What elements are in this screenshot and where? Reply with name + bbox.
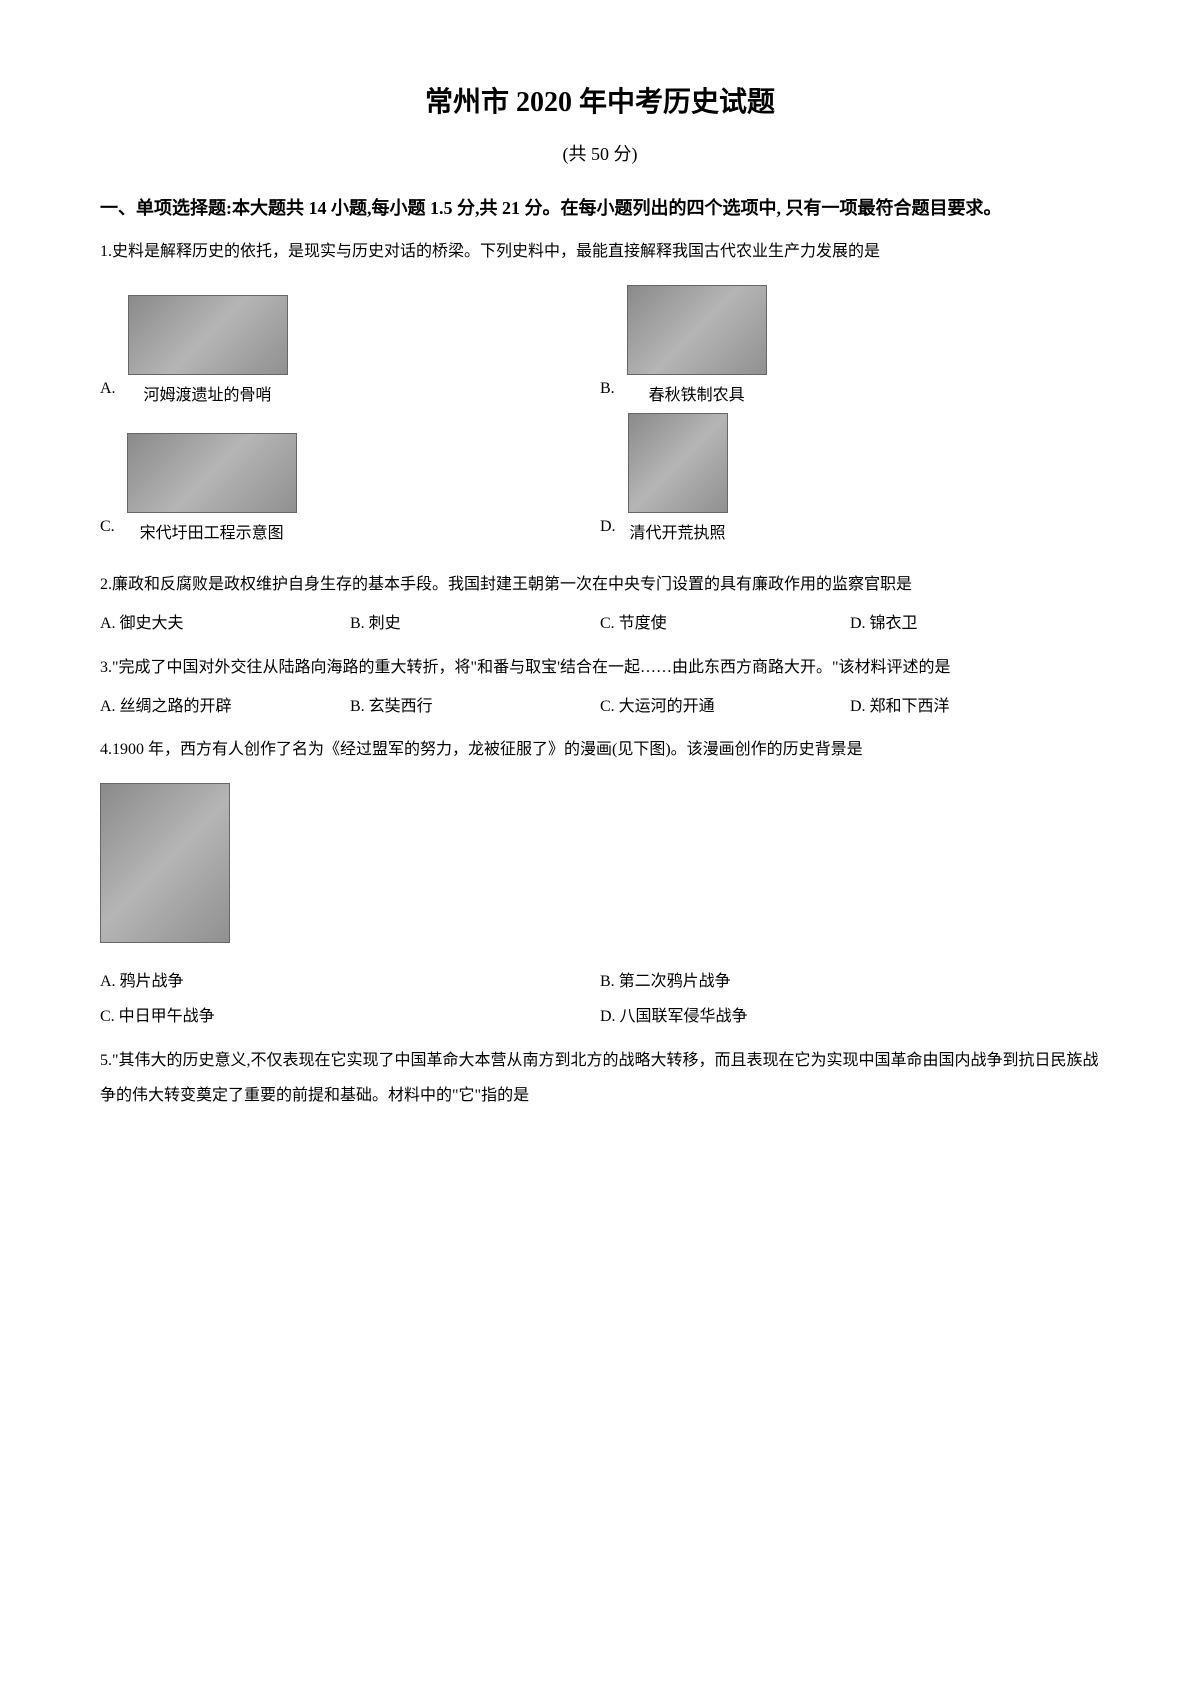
q1-stem: 1.史料是解释历史的依托，是现实与历史对话的桥梁。下列史料中，最能直接解释我国古… bbox=[100, 234, 1100, 269]
q4-option-b: B. 第二次鸦片战争 bbox=[600, 964, 1100, 999]
q1-options: A. 河姆渡遗址的骨哨 B. 春秋铁制农具 C. 宋代圩田工程示意图 D. 清代… bbox=[100, 285, 1100, 551]
q1-b-letter: B. bbox=[600, 373, 615, 405]
q1-d-image bbox=[628, 413, 728, 513]
q4-figure bbox=[100, 783, 1100, 948]
q1-a-figure: 河姆渡遗址的骨哨 bbox=[128, 295, 288, 405]
q2-stem: 2.廉政和反腐败是政权维护自身生存的基本手段。我国封建王朝第一次在中央专门设置的… bbox=[100, 567, 1100, 602]
q1-b-image bbox=[627, 285, 767, 375]
q1-a-image bbox=[128, 295, 288, 375]
q4-stem: 4.1900 年，西方有人创作了名为《经过盟军的努力，龙被征服了》的漫画(见下图… bbox=[100, 732, 1100, 767]
q3-option-c: C. 大运河的开通 bbox=[600, 689, 850, 724]
q2-c-text: C. 节度使 bbox=[600, 606, 667, 641]
q2-d-text: D. 锦衣卫 bbox=[850, 606, 918, 641]
q1-c-image bbox=[127, 433, 297, 513]
q4-b-text: B. 第二次鸦片战争 bbox=[600, 964, 731, 999]
q1-a-letter: A. bbox=[100, 373, 116, 405]
q1-d-figure: 清代开荒执照 bbox=[628, 413, 728, 543]
q3-option-a: A. 丝绸之路的开辟 bbox=[100, 689, 350, 724]
q1-option-a: A. 河姆渡遗址的骨哨 bbox=[100, 285, 600, 405]
q5-stem: 5."其伟大的历史意义,不仅表现在它实现了中国革命大本营从南方到北方的战略大转移… bbox=[100, 1043, 1100, 1113]
q2-b-text: B. 刺史 bbox=[350, 606, 401, 641]
q3-c-text: C. 大运河的开通 bbox=[600, 689, 715, 724]
q2-options: A. 御史大夫 B. 刺史 C. 节度使 D. 锦衣卫 bbox=[100, 606, 1100, 641]
q3-option-b: B. 玄奘西行 bbox=[350, 689, 600, 724]
q4-option-d: D. 八国联军侵华战争 bbox=[600, 999, 1100, 1034]
q4-d-text: D. 八国联军侵华战争 bbox=[600, 999, 748, 1034]
q2-option-d: D. 锦衣卫 bbox=[850, 606, 1100, 641]
q1-option-c: C. 宋代圩田工程示意图 bbox=[100, 413, 600, 543]
q3-a-text: A. 丝绸之路的开辟 bbox=[100, 689, 232, 724]
q1-d-letter: D. bbox=[600, 511, 616, 543]
section-1-heading: 一、单项选择题:本大题共 14 小题,每小题 1.5 分,共 21 分。在每小题… bbox=[100, 190, 1100, 226]
q3-b-text: B. 玄奘西行 bbox=[350, 689, 433, 724]
q3-option-d: D. 郑和下西洋 bbox=[850, 689, 1100, 724]
q1-c-caption: 宋代圩田工程示意图 bbox=[140, 519, 284, 543]
q1-option-d: D. 清代开荒执照 bbox=[600, 413, 1100, 543]
q3-stem: 3."完成了中国对外交往从陆路向海路的重大转折，将"和番与取宝'结合在一起……由… bbox=[100, 650, 1100, 685]
q4-image bbox=[100, 783, 230, 943]
page-subtitle: (共 50 分) bbox=[100, 140, 1100, 166]
q3-d-text: D. 郑和下西洋 bbox=[850, 689, 950, 724]
q2-option-b: B. 刺史 bbox=[350, 606, 600, 641]
q4-a-text: A. 鸦片战争 bbox=[100, 964, 184, 999]
q1-c-letter: C. bbox=[100, 511, 115, 543]
q1-a-caption: 河姆渡遗址的骨哨 bbox=[144, 381, 272, 405]
q4-options: A. 鸦片战争 B. 第二次鸦片战争 C. 中日甲午战争 D. 八国联军侵华战争 bbox=[100, 964, 1100, 1034]
page-title: 常州市 2020 年中考历史试题 bbox=[100, 80, 1100, 120]
q1-d-caption: 清代开荒执照 bbox=[630, 519, 726, 543]
q4-c-text: C. 中日甲午战争 bbox=[100, 999, 215, 1034]
q1-b-caption: 春秋铁制农具 bbox=[649, 381, 745, 405]
q1-b-figure: 春秋铁制农具 bbox=[627, 285, 767, 405]
q2-option-c: C. 节度使 bbox=[600, 606, 850, 641]
q4-option-a: A. 鸦片战争 bbox=[100, 964, 600, 999]
q2-a-text: A. 御史大夫 bbox=[100, 606, 184, 641]
q1-c-figure: 宋代圩田工程示意图 bbox=[127, 433, 297, 543]
q2-option-a: A. 御史大夫 bbox=[100, 606, 350, 641]
q4-option-c: C. 中日甲午战争 bbox=[100, 999, 600, 1034]
q1-option-b: B. 春秋铁制农具 bbox=[600, 285, 1100, 405]
q3-options: A. 丝绸之路的开辟 B. 玄奘西行 C. 大运河的开通 D. 郑和下西洋 bbox=[100, 689, 1100, 724]
